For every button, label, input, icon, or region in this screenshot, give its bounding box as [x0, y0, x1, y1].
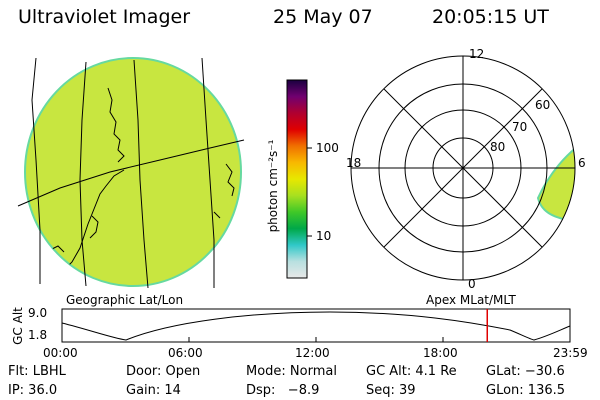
mlat-label-80: 80 — [490, 140, 506, 154]
altitude-ytick-max: 9.0 — [28, 306, 48, 320]
info-flt: Flt: LBHL — [8, 364, 66, 379]
colorbar-unit-label: photon cm⁻²s⁻¹ — [266, 139, 280, 233]
info-glat: GLat: −30.6 — [486, 364, 565, 379]
colorbar-label-100: 100 — [316, 141, 339, 155]
altitude-plot — [61, 308, 571, 343]
altitude-xtick-label: 12:00 — [295, 346, 330, 360]
mlat-label-60: 60 — [535, 98, 551, 112]
mlt-label-12: 12 — [469, 47, 485, 61]
mlt-label-0: 0 — [468, 277, 476, 291]
info-mode: Mode: Normal — [246, 364, 337, 379]
geographic-grid — [17, 57, 245, 289]
altitude-curve — [61, 311, 571, 341]
date-label: 25 May 07 — [273, 6, 373, 28]
altitude-xticks — [61, 337, 571, 342]
altitude-xtick-label: 18:00 — [423, 346, 458, 360]
time-label: 20:05:15 UT — [432, 6, 549, 28]
globe-image — [24, 57, 242, 287]
mlat-label-70: 70 — [512, 120, 528, 134]
altitude-ylabel: GC Alt — [11, 307, 25, 345]
colorbar — [286, 79, 312, 279]
polar-plot — [350, 55, 576, 281]
altitude-ytick-min: 1.8 — [28, 328, 48, 342]
info-ip: IP: 36.0 — [8, 383, 58, 398]
info-dsp: Dsp: −8.9 — [246, 383, 320, 398]
colorbar-label-10: 10 — [316, 229, 332, 243]
info-glon: GLon: 136.5 — [486, 383, 566, 398]
mlt-label-18: 18 — [346, 156, 362, 170]
info-seq: Seq: 39 — [366, 383, 416, 398]
altitude-xtick-label: 00:00 — [43, 346, 78, 360]
info-gain: Gain: 14 — [126, 383, 181, 398]
geographic-label: Geographic Lat/Lon — [66, 293, 184, 307]
mlt-label-6: 6 — [578, 156, 586, 170]
magnetic-label: Apex MLat/MLT — [426, 293, 516, 307]
instrument-title: Ultraviolet Imager — [18, 6, 191, 28]
info-door: Door: Open — [126, 364, 201, 379]
info-gcalt: GC Alt: 4.1 Re — [366, 364, 457, 379]
altitude-xtick-label: 06:00 — [168, 346, 203, 360]
altitude-xtick-label: 23:59 — [553, 346, 588, 360]
